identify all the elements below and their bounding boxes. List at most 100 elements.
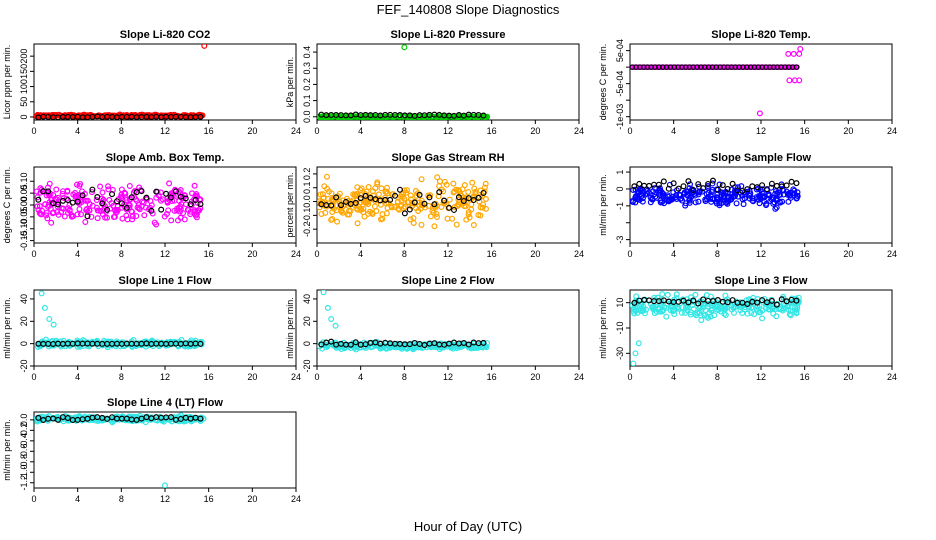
panel-title: Slope Amb. Box Temp. [106,152,225,164]
data-point [58,205,65,212]
data-point [417,205,424,212]
data-point [756,309,763,316]
y-tick-label: 0.0 [302,195,312,208]
data-point [711,312,718,319]
x-tick-label: 8 [402,249,407,259]
data-point [733,200,740,207]
data-point [673,291,680,298]
data-point [197,415,204,422]
data-point [773,204,780,211]
x-tick-label: 16 [800,372,810,382]
data-point [324,304,331,311]
data-point [676,192,683,199]
data-point [346,211,353,218]
data-point [687,311,694,318]
x-tick-label: 20 [530,126,540,136]
x-tick-label: 0 [314,372,319,382]
plot-frame [33,43,297,121]
data-point [379,211,386,218]
y-tick-label: -30 [615,347,625,360]
panel-sample: Slope Sample Flow 0 4 8 12 16 20 24 1 0 -1 -3 ml/min… [598,152,897,259]
data-point [433,214,440,221]
data-point [723,199,730,206]
data-point [49,210,56,217]
data-point [421,200,428,207]
data-point [783,182,790,189]
x-tick-label: 12 [756,249,766,259]
data-point [122,190,129,197]
data-point [772,205,779,212]
data-point [94,194,101,201]
data-point [729,180,736,187]
data-point [748,309,755,316]
y-axis-label: ml/min per min. [598,174,608,236]
data-point [342,198,349,205]
x-tick-label: 0 [627,249,632,259]
data-point [84,213,91,220]
data-point [686,196,693,203]
y-axis-label: ml/min per min. [2,297,12,359]
x-tick-label: 24 [887,249,897,259]
series-points [317,44,491,120]
data-point [328,316,335,323]
data-point [347,344,354,351]
data-point [690,297,697,304]
data-point [463,216,470,223]
data-point [433,210,440,217]
data-point [690,187,697,194]
data-point [45,191,52,198]
series-points [630,45,804,117]
data-point [79,188,86,195]
y-tick-label: -0.10 [19,218,29,239]
data-point [45,188,52,195]
data-point [671,311,678,318]
data-point [757,192,764,199]
data-point [140,199,147,206]
data-point [675,185,682,192]
data-point [113,198,120,205]
data-point [735,193,742,200]
data-point [411,199,418,206]
data-point [659,193,666,200]
data-point [41,304,48,311]
x-tick-label: 12 [443,372,453,382]
data-point [797,45,804,52]
data-point [661,200,668,207]
data-point [81,197,88,204]
data-point [678,309,685,316]
data-point [436,189,443,196]
data-point [707,195,714,202]
y-tick-label: 150 [19,64,29,79]
y-tick-label: 0.4 [302,46,312,59]
data-point [197,201,204,208]
data-point [636,180,643,187]
y-tick-label: -0.2 [19,423,29,439]
data-point [482,196,489,203]
data-point [89,186,96,193]
data-point [318,210,325,217]
data-point [68,112,75,119]
data-point [632,350,639,357]
data-point [129,208,136,215]
data-point [128,194,135,201]
y-tick-label: -1.0 [19,465,29,481]
data-point [187,211,194,218]
data-point [793,297,800,304]
data-point [392,192,399,199]
data-point [475,194,482,201]
series-points [35,290,205,351]
data-point [112,207,119,214]
data-point [407,216,414,223]
y-tick-label: -20 [302,359,312,372]
data-point [441,197,448,204]
data-point [99,200,106,207]
data-point [670,180,677,187]
data-point [35,196,42,203]
data-point [320,290,327,296]
data-point [108,200,115,207]
data-point [197,113,204,120]
data-point [54,194,61,201]
data-point [788,178,795,185]
